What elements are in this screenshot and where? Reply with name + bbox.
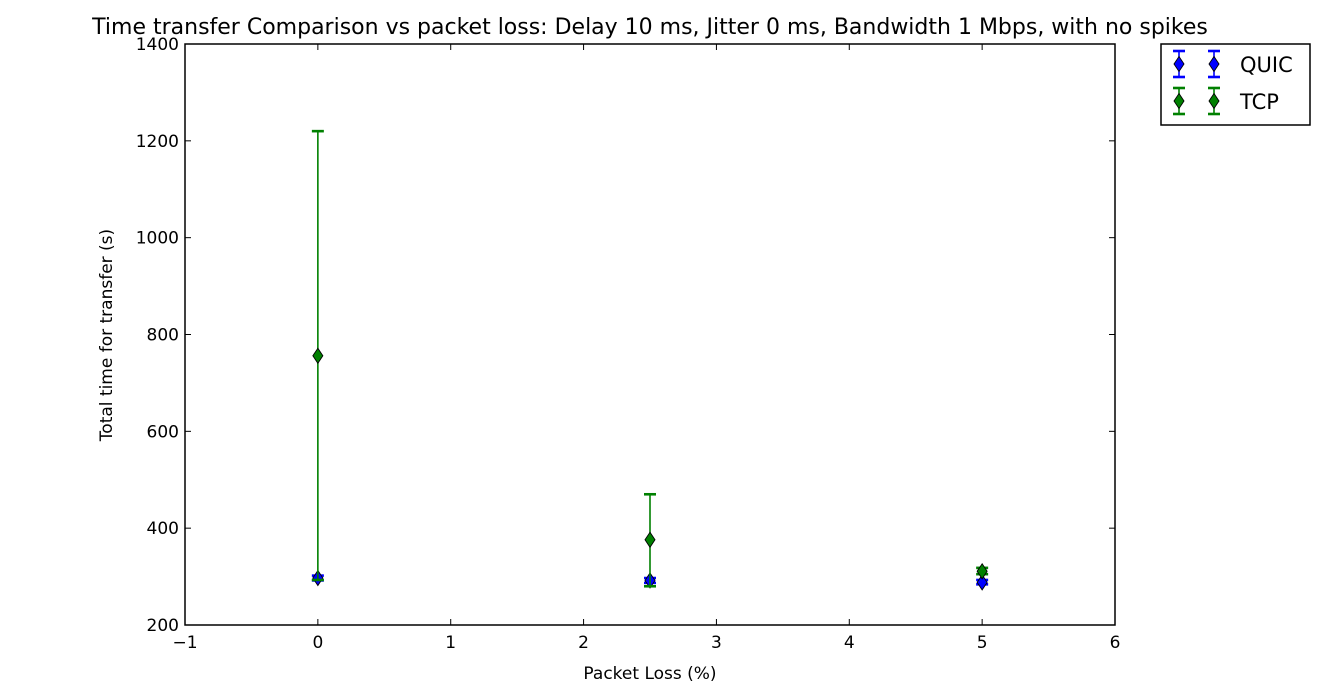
x-tick-label: 1 xyxy=(445,633,456,653)
data-point xyxy=(644,531,656,549)
x-tick-label: 5 xyxy=(977,633,988,653)
legend-marker xyxy=(1173,55,1185,73)
axis-ticks: −1 0 1 2 3 4 5 6 200 400 600 800 1000 1200 1400 xyxy=(136,35,1121,653)
chart-title: Time transfer Comparison vs packet loss:… xyxy=(91,15,1208,40)
series-tcp xyxy=(311,129,989,588)
legend-entry-quic: QUIC xyxy=(1173,49,1293,79)
y-tick-label: 600 xyxy=(147,422,179,442)
legend-marker xyxy=(1208,92,1220,110)
x-tick-label: 2 xyxy=(578,633,589,653)
legend-marker xyxy=(1208,55,1220,73)
data-point xyxy=(976,574,988,591)
y-tick-label: 1400 xyxy=(136,35,179,55)
x-tick-label: −1 xyxy=(172,633,197,653)
x-tick-label: 6 xyxy=(1110,633,1121,653)
y-axis-label: Total time for transfer (s) xyxy=(97,229,117,442)
legend-marker xyxy=(1173,92,1185,110)
x-axis-label: Packet Loss (%) xyxy=(583,664,716,684)
data-point xyxy=(312,347,324,365)
data-point xyxy=(976,562,988,580)
legend-box xyxy=(1160,43,1311,126)
y-tick-label: 200 xyxy=(147,616,179,636)
y-tick-label: 800 xyxy=(147,326,179,346)
legend: QUIC TCP xyxy=(1160,43,1311,126)
legend-label: TCP xyxy=(1239,90,1279,114)
y-tick-label: 1200 xyxy=(136,132,179,152)
legend-entry-tcp: TCP xyxy=(1173,86,1279,116)
x-tick-label: 4 xyxy=(844,633,855,653)
legend-label: QUIC xyxy=(1240,53,1293,77)
legend-entries: QUIC TCP xyxy=(1173,49,1293,116)
x-tick-label: 3 xyxy=(711,633,722,653)
y-tick-label: 400 xyxy=(147,519,179,539)
x-tick-label: 0 xyxy=(312,633,323,653)
y-tick-label: 1000 xyxy=(136,229,179,249)
series-layer xyxy=(311,129,989,591)
